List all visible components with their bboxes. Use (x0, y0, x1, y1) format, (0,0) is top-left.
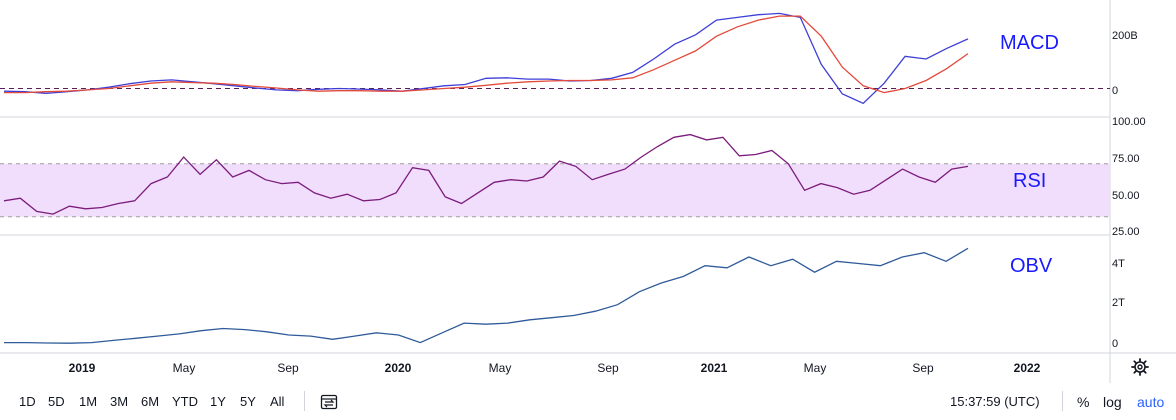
compare-icon[interactable] (320, 393, 338, 416)
timeframe-ytd-button[interactable]: YTD (172, 394, 198, 409)
timeframe-all-button[interactable]: All (270, 394, 285, 409)
x-tick-label: Sep (277, 361, 299, 375)
y-tick-label: 100.00 (1112, 116, 1146, 128)
gear-icon[interactable] (1131, 358, 1149, 376)
x-tick-label: 2020 (385, 361, 412, 375)
x-tick-label: 2021 (701, 361, 728, 375)
macd-pane-label: MACD (1000, 32, 1059, 54)
obv-pane-label: OBV (1010, 255, 1053, 277)
x-tick-label: May (804, 361, 827, 375)
timeframe-5y-button[interactable]: 5Y (240, 394, 256, 409)
y-tick-label: 2T (1112, 297, 1125, 309)
timeframe-1d-button[interactable]: 1D (19, 394, 36, 409)
bottom-toolbar: 1D 5D 1M 3M 6M YTD 1Y 5Y All 15:37:59 (U… (0, 383, 1176, 420)
y-tick-label: 4T (1112, 258, 1125, 270)
rsi-pane-label: RSI (1013, 170, 1046, 192)
rsi-series-line-0 (3, 133, 969, 215)
rsi-band (0, 163, 1110, 217)
timeframe-1m-button[interactable]: 1M (79, 394, 98, 409)
y-tick-label: 0 (1112, 85, 1118, 97)
auto-toggle[interactable]: auto (1137, 394, 1165, 410)
timeframe-3m-button[interactable]: 3M (110, 394, 129, 409)
percent-toggle[interactable]: % (1077, 394, 1090, 410)
timeframe-1y-button[interactable]: 1Y (210, 394, 226, 409)
toolbar-divider (1062, 391, 1063, 411)
timeframe-6m-button[interactable]: 6M (141, 394, 160, 409)
y-tick-label: 50.00 (1112, 190, 1140, 202)
macd-series-line-1 (4, 15, 969, 94)
timeframe-5d-button[interactable]: 5D (48, 394, 65, 409)
obv-series-line-0 (4, 247, 969, 344)
utc-clock: 15:37:59 (UTC) (950, 394, 1040, 409)
x-tick-label: Sep (912, 361, 934, 375)
x-tick-label: May (173, 361, 196, 375)
x-tick-label: 2022 (1014, 361, 1041, 375)
x-tick-label: 2019 (69, 361, 96, 375)
y-tick-label: 0 (1112, 338, 1118, 350)
y-tick-label: 25.00 (1112, 226, 1140, 238)
y-tick-label: 200B (1112, 30, 1138, 42)
toolbar-divider (304, 391, 305, 411)
x-tick-label: Sep (597, 361, 619, 375)
indicator-chart[interactable]: 200B 0 100.00 75.00 50.00 25.00 4T 2T 0 2019 May S… (0, 0, 1176, 383)
macd-series-line-0 (3, 12, 969, 105)
x-tick-label: May (489, 361, 512, 375)
log-toggle[interactable]: log (1103, 394, 1122, 410)
y-tick-label: 75.00 (1112, 153, 1140, 165)
